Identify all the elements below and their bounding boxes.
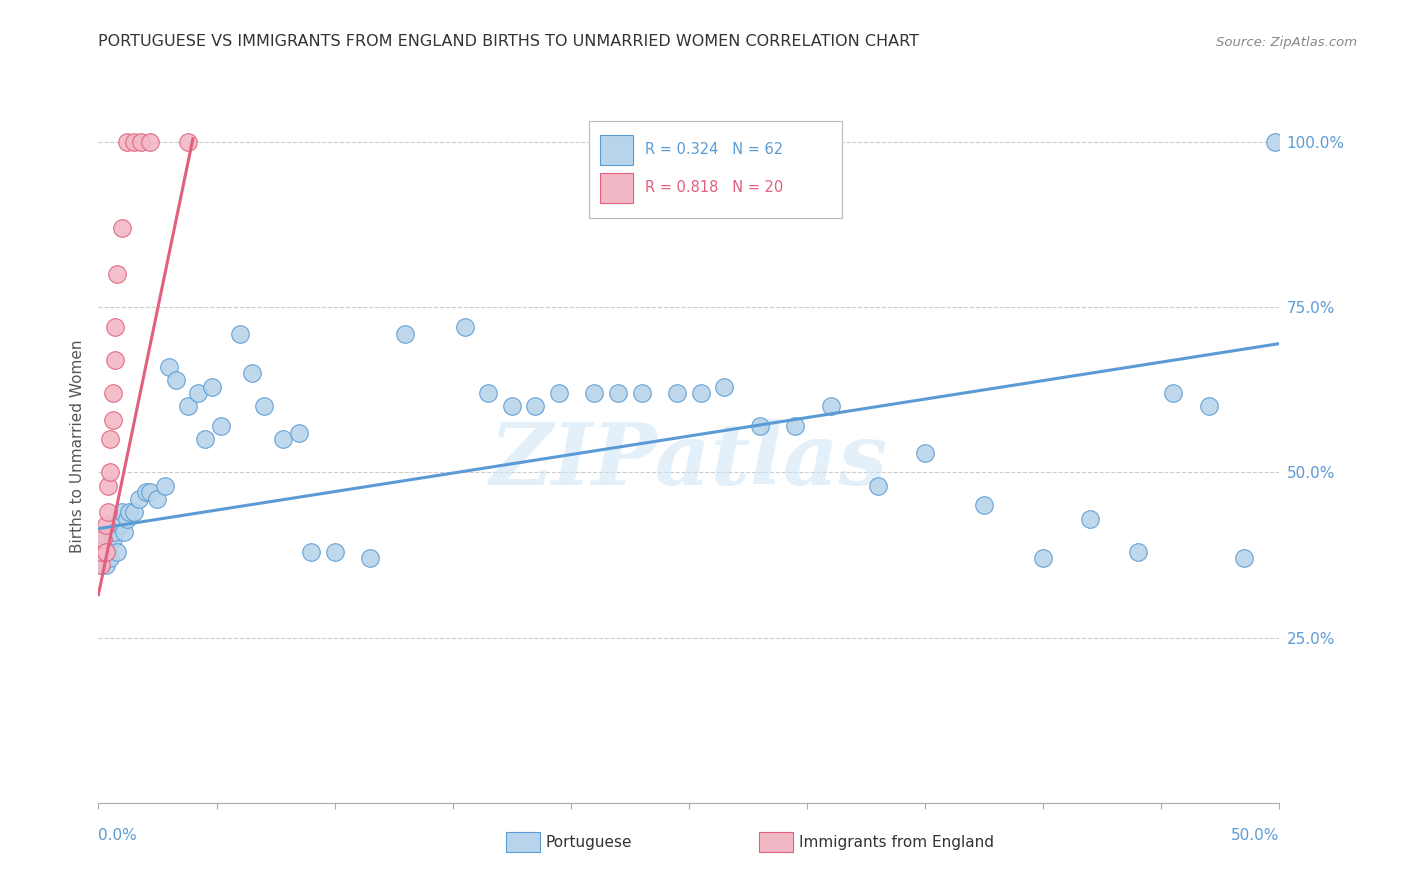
Point: [135, 485, 157, 500]
Point: [1233, 551, 1256, 566]
Point: [115, 511, 138, 525]
Point: [91, 532, 114, 546]
Point: [94, 532, 117, 546]
Point: [94, 558, 117, 572]
Point: [785, 419, 807, 434]
Point: [1161, 386, 1184, 401]
Point: [229, 326, 252, 341]
Text: Immigrants from England: Immigrants from England: [799, 836, 994, 850]
Point: [477, 386, 499, 401]
Point: [177, 135, 200, 149]
Point: [118, 505, 141, 519]
Point: [146, 491, 169, 506]
Point: [548, 386, 571, 401]
Point: [820, 400, 842, 414]
Point: [165, 373, 187, 387]
Point: [105, 267, 128, 281]
Point: [1080, 511, 1102, 525]
Point: [104, 524, 127, 539]
Point: [139, 135, 162, 149]
Point: [105, 545, 128, 559]
Point: [194, 433, 217, 447]
Text: R = 0.324   N = 62: R = 0.324 N = 62: [645, 143, 783, 157]
Point: [101, 386, 124, 401]
Point: [153, 478, 176, 492]
Text: 50.0%: 50.0%: [1232, 828, 1279, 843]
Point: [299, 545, 322, 559]
Point: [583, 386, 606, 401]
Point: [97, 478, 120, 492]
Point: [111, 505, 134, 519]
Point: [90, 545, 112, 559]
Point: [139, 485, 162, 500]
FancyBboxPatch shape: [600, 173, 634, 202]
Point: [271, 433, 294, 447]
Point: [253, 400, 276, 414]
Point: [91, 538, 114, 552]
Point: [323, 545, 346, 559]
FancyBboxPatch shape: [600, 135, 634, 165]
FancyBboxPatch shape: [589, 121, 842, 218]
Point: [187, 386, 209, 401]
Point: [91, 551, 114, 566]
Point: [98, 466, 121, 480]
Point: [288, 425, 311, 440]
Text: ZIPatlas: ZIPatlas: [489, 418, 889, 502]
Text: Source: ZipAtlas.com: Source: ZipAtlas.com: [1216, 36, 1357, 49]
Point: [122, 135, 145, 149]
Text: R = 0.818   N = 20: R = 0.818 N = 20: [645, 180, 783, 195]
Point: [359, 551, 381, 566]
Point: [94, 518, 117, 533]
Point: [209, 419, 232, 434]
Point: [98, 551, 121, 566]
Point: [524, 400, 547, 414]
Point: [90, 545, 112, 559]
Point: [748, 419, 770, 434]
Point: [1198, 400, 1220, 414]
Point: [914, 445, 936, 459]
Point: [666, 386, 689, 401]
Point: [97, 545, 120, 559]
Point: [104, 353, 127, 368]
Point: [630, 386, 652, 401]
Point: [122, 505, 145, 519]
Point: [240, 367, 263, 381]
Point: [90, 558, 112, 572]
Point: [115, 135, 138, 149]
Point: [1264, 135, 1286, 149]
Point: [177, 400, 200, 414]
Point: [713, 379, 735, 393]
Point: [111, 221, 134, 235]
Point: [866, 478, 889, 492]
Point: [394, 326, 416, 341]
Point: [973, 499, 995, 513]
Text: PORTUGUESE VS IMMIGRANTS FROM ENGLAND BIRTHS TO UNMARRIED WOMEN CORRELATION CHAR: PORTUGUESE VS IMMIGRANTS FROM ENGLAND BI…: [98, 34, 920, 49]
Point: [98, 433, 121, 447]
Point: [689, 386, 711, 401]
Point: [104, 320, 127, 334]
Point: [101, 412, 124, 426]
Point: [1032, 551, 1054, 566]
Point: [201, 379, 224, 393]
Point: [607, 386, 630, 401]
Point: [453, 320, 475, 334]
Point: [97, 505, 120, 519]
Point: [90, 558, 112, 572]
Point: [94, 545, 117, 559]
Y-axis label: Births to Unmarried Women: Births to Unmarried Women: [69, 339, 84, 553]
Text: Portuguese: Portuguese: [546, 836, 633, 850]
Text: 0.0%: 0.0%: [98, 828, 138, 843]
Point: [129, 135, 152, 149]
Point: [112, 524, 135, 539]
Point: [108, 518, 131, 533]
Point: [101, 532, 124, 546]
Point: [128, 491, 150, 506]
Point: [501, 400, 523, 414]
Point: [157, 359, 180, 374]
Point: [1126, 545, 1149, 559]
